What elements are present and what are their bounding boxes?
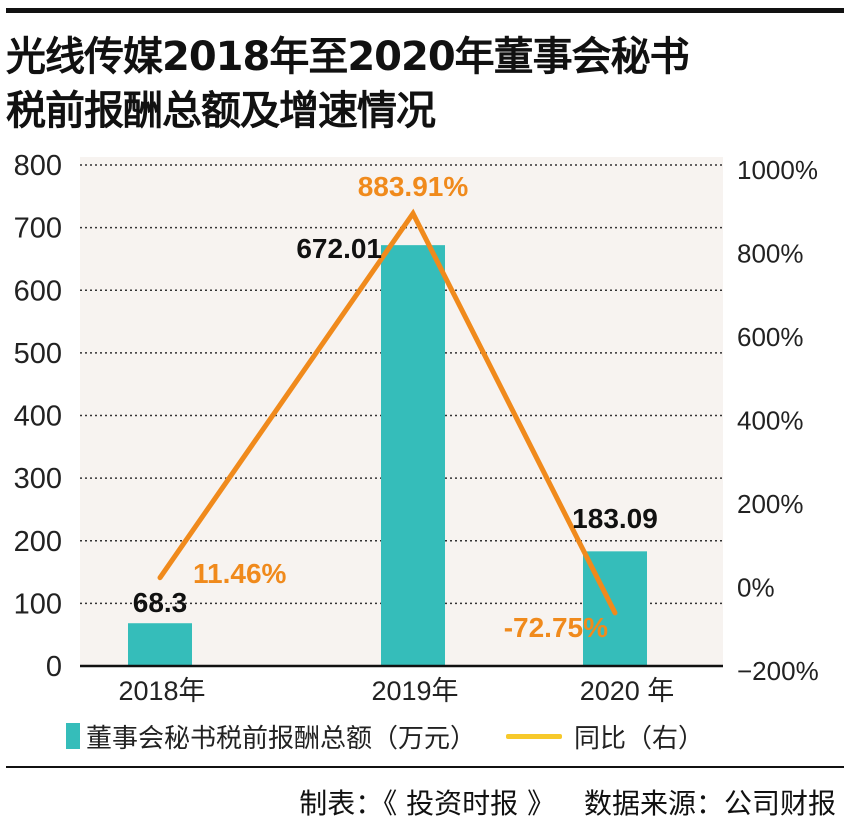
top-rule <box>6 8 844 13</box>
left-tick-label: 300 <box>14 463 62 495</box>
line-value-label: -72.75% <box>504 612 608 643</box>
right-tick-label: 0% <box>737 573 775 603</box>
bottom-rule <box>6 766 844 768</box>
left-tick-label: 600 <box>14 275 62 307</box>
legend-swatch-line <box>506 733 563 739</box>
x-tick-label: 2019年 <box>371 676 458 706</box>
left-axis: 0 100 200 300 400 500 600 700 800 <box>14 150 62 683</box>
chart-title-line1: 光线传媒2018年至2020年董事会秘书 <box>6 34 690 80</box>
legend-swatch-bar <box>66 723 80 749</box>
bar <box>381 245 445 666</box>
data-labels: 68.3 672.01 183.09 11.46% 883.91% -72.75% <box>133 171 658 643</box>
line-value-label: 11.46% <box>193 558 287 589</box>
legend: 董事会秘书税前报酬总额（万元） 同比（右） <box>66 716 704 756</box>
legend-label-line: 同比（右） <box>574 723 705 754</box>
left-tick-label: 0 <box>46 651 62 683</box>
x-tick-label: 2018年 <box>118 676 205 706</box>
left-tick-label: 500 <box>14 338 62 370</box>
left-tick-label: 700 <box>14 213 62 245</box>
chart-title: 光线传媒2018年至2020年董事会秘书 税前报酬总额及增速情况 <box>6 30 846 138</box>
legend-label-bar: 董事会秘书税前报酬总额（万元） <box>86 723 477 754</box>
bar-value-label: 672.01 <box>296 233 382 264</box>
line-series <box>157 208 618 616</box>
x-tick-label: 2020 年 <box>580 676 675 706</box>
line-value-label: 883.91% <box>358 171 469 202</box>
footer-maker: 制表：《 投资时报 》 <box>299 787 556 820</box>
footer: 制表：《 投资时报 》 数据来源：公司财报 <box>299 782 836 822</box>
left-tick-label: 200 <box>14 526 62 558</box>
footer-source: 数据来源：公司财报 <box>583 787 836 820</box>
chart-title-line2: 税前报酬总额及增速情况 <box>6 88 436 134</box>
right-tick-label: 400% <box>737 406 804 436</box>
x-axis: 2018年 2019年 2020 年 <box>118 676 674 706</box>
right-tick-label: 800% <box>737 239 804 269</box>
bar-value-label: 183.09 <box>572 503 658 534</box>
bar <box>128 623 192 666</box>
legend-item-bar: 董事会秘书税前报酬总额（万元） <box>66 718 476 755</box>
left-tick-label: 800 <box>14 150 62 182</box>
left-tick-label: 400 <box>14 401 62 433</box>
legend-item-line: 同比（右） <box>506 718 704 755</box>
bar-series <box>128 245 647 666</box>
right-tick-label: 1000% <box>737 155 818 185</box>
bar-value-label: 68.3 <box>133 587 188 618</box>
right-tick-label: 600% <box>737 322 804 352</box>
left-tick-label: 100 <box>14 588 62 620</box>
right-axis: −200% 0% 200% 400% 600% 800% 1000% <box>737 155 819 686</box>
right-tick-label: 200% <box>737 489 804 519</box>
right-tick-label: −200% <box>737 656 819 686</box>
